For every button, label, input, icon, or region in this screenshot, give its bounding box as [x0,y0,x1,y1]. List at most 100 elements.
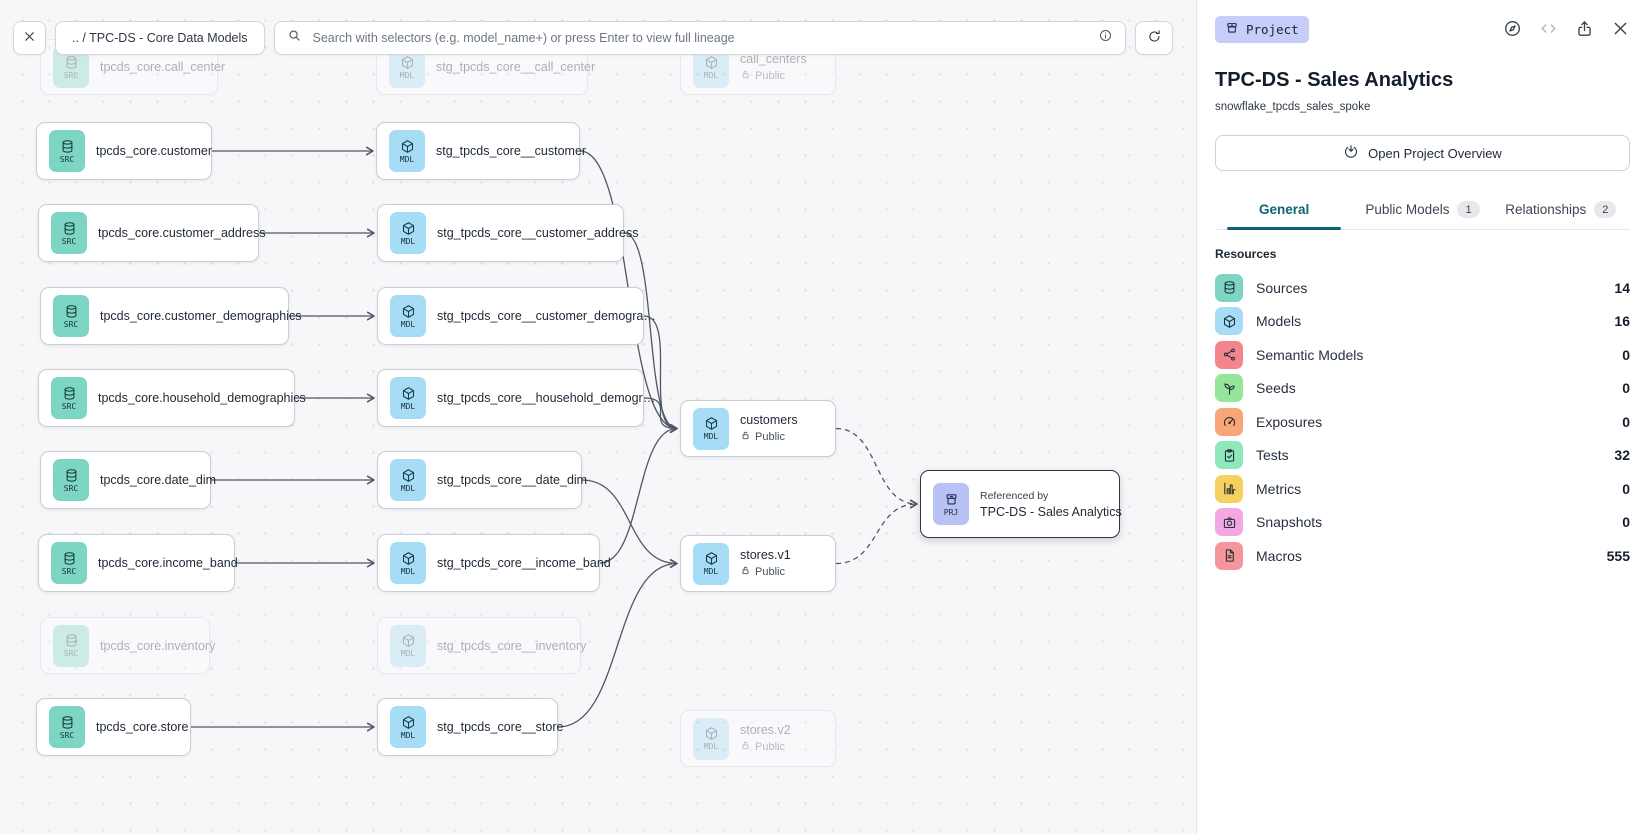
database-icon: SRC [53,459,89,501]
explore-button[interactable] [1503,19,1522,41]
cube-icon: MDL [389,130,425,172]
node-access-badge: Public [740,69,807,83]
node-label: stg_tpcds_core__income_band [437,556,611,570]
tab-public-models[interactable]: Public Models 1 [1353,195,1491,229]
resource-row-exposures[interactable]: Exposures 0 [1215,406,1630,437]
node-label: TPC-DS - Sales Analytics [980,504,1122,519]
graph-node-mdl-customer-demographics[interactable]: MDL stg_tpcds_core__customer_demogra… [377,287,656,345]
code-icon [1539,19,1558,41]
graph-node-mdl-income-band[interactable]: MDL stg_tpcds_core__income_band [377,534,611,592]
camera-icon [1215,508,1243,536]
tab-general[interactable]: General [1215,195,1353,230]
chart-icon [1215,474,1243,503]
resource-count: 0 [1622,514,1630,530]
close-lineage-button[interactable] [13,21,46,55]
open-project-overview-button[interactable]: Open Project Overview [1215,135,1630,171]
graph-node-src-household-demographics[interactable]: SRC tpcds_core.household_demographics [38,369,306,427]
resource-row-snapshots[interactable]: Snapshots 0 [1215,507,1630,538]
database-icon: SRC [53,624,89,667]
code-button[interactable] [1539,19,1558,41]
resource-row-tests[interactable]: Tests 32 [1215,440,1630,471]
lineage-toolbar: .. / TPC-DS - Core Data Models [13,21,1173,55]
panel-actions [1503,19,1630,41]
node-label: stores.v2 [740,723,791,737]
resource-name: Exposures [1256,413,1323,430]
refresh-button[interactable] [1135,21,1173,55]
resource-count: 0 [1622,413,1630,430]
graph-node-mdl-date-dim[interactable]: MDL stg_tpcds_core__date_dim [377,451,587,509]
graph-node-prj-sales[interactable]: PRJ Referenced by TPC-DS - Sales Analytics [920,470,1122,538]
tab-label: Public Models [1365,202,1450,217]
tab-relationships[interactable]: Relationships 2 [1492,195,1630,229]
node-label: stores.v1 [740,548,791,562]
search-icon [287,28,302,48]
resource-row-sources[interactable]: Sources 14 [1215,272,1630,303]
graph-node-src-store[interactable]: SRC tpcds_core.store [36,698,191,756]
resource-row-seeds[interactable]: Seeds 0 [1215,373,1630,404]
cube-icon: MDL [390,212,426,254]
resource-count: 32 [1614,447,1630,463]
node-label: stg_tpcds_core__date_dim [437,473,588,487]
resource-count: 0 [1622,346,1630,363]
share-button[interactable] [1575,19,1594,41]
semantic-icon [1215,340,1243,369]
graph-node-src-customer[interactable]: SRC tpcds_core.customer [36,122,212,180]
breadcrumb-label: .. / TPC-DS - Core Data Models [72,31,248,45]
resource-count: 0 [1622,480,1630,497]
clipboard-icon [1215,441,1243,469]
node-label: stg_tpcds_core__customer_demogra… [437,309,656,323]
resource-name: Seeds [1256,380,1296,396]
cube-icon: MDL [390,706,426,748]
graph-node-mdl-store[interactable]: MDL stg_tpcds_core__store [377,698,563,756]
graph-node-mdl-customer[interactable]: MDL stg_tpcds_core__customer [376,122,586,180]
search-bar [273,21,1126,55]
cube-icon: MDL [693,717,729,760]
graph-node-mdl-inventory[interactable]: MDL stg_tpcds_core__inventory [377,617,586,674]
close-panel-button[interactable] [1611,19,1630,41]
tab-label: General [1259,202,1310,217]
search-input[interactable] [310,30,1089,46]
resources-heading: Resources [1215,247,1277,261]
cube-icon: MDL [390,542,426,584]
lineage-canvas[interactable]: SRC tpcds_core.call_center MDL stg_tpcds_co… [0,0,1196,834]
breadcrumb[interactable]: .. / TPC-DS - Core Data Models [55,21,265,55]
resource-count: 14 [1614,279,1630,296]
database-icon: SRC [53,295,89,337]
project-icon [1225,21,1239,38]
database-icon: SRC [51,212,87,254]
resource-row-metrics[interactable]: Metrics 0 [1215,473,1630,504]
graph-node-mdl-household-demographics[interactable]: MDL stg_tpcds_core__household_demogr… [377,369,655,427]
resource-row-models[interactable]: Models 16 [1215,306,1630,337]
graph-node-pub-customers[interactable]: MDL customers Public [680,400,836,457]
graph-node-mdl-customer-address[interactable]: MDL stg_tpcds_core__customer_address [377,204,639,262]
lockOpen-icon [740,565,751,579]
tab-label: Relationships [1505,202,1587,217]
node-access-badge: Public [740,740,791,754]
node-label: tpcds_core.inventory [100,638,216,653]
graph-node-src-customer-demographics[interactable]: SRC tpcds_core.customer_demographics [40,287,302,345]
gauge-icon [1215,407,1243,436]
graph-node-src-customer-address[interactable]: SRC tpcds_core.customer_address [38,204,265,262]
node-label: stg_tpcds_core__call_center [436,60,596,74]
graph-node-src-income-band[interactable]: SRC tpcds_core.income_band [38,534,238,592]
cube-icon: MDL [390,295,426,337]
info-icon[interactable] [1098,28,1113,48]
resource-row-macros[interactable]: Macros 555 [1215,540,1630,571]
node-label: stg_tpcds_core__store [437,720,564,734]
graph-node-src-inventory[interactable]: SRC tpcds_core.inventory [40,617,215,674]
node-label: tpcds_core.income_band [98,556,238,570]
tab-count-badge: 2 [1594,201,1617,218]
file-icon [1215,541,1243,570]
seed-icon [1215,374,1243,402]
graph-node-pub-stores-v1[interactable]: MDL stores.v1 Public [680,535,836,592]
graph-node-pub-stores-v2[interactable]: MDL stores.v2 Public [680,710,836,767]
resource-name: Sources [1256,279,1308,296]
resource-row-semantic-models[interactable]: Semantic Models 0 [1215,339,1630,370]
open-overview-label: Open Project Overview [1368,145,1502,161]
database-icon [1215,273,1243,302]
cube-icon: MDL [390,459,426,501]
node-label: call_centers [740,51,807,66]
graph-node-src-date-dim[interactable]: SRC tpcds_core.date_dim [40,451,216,509]
database-icon: SRC [51,377,87,419]
compass-icon [1503,19,1522,41]
